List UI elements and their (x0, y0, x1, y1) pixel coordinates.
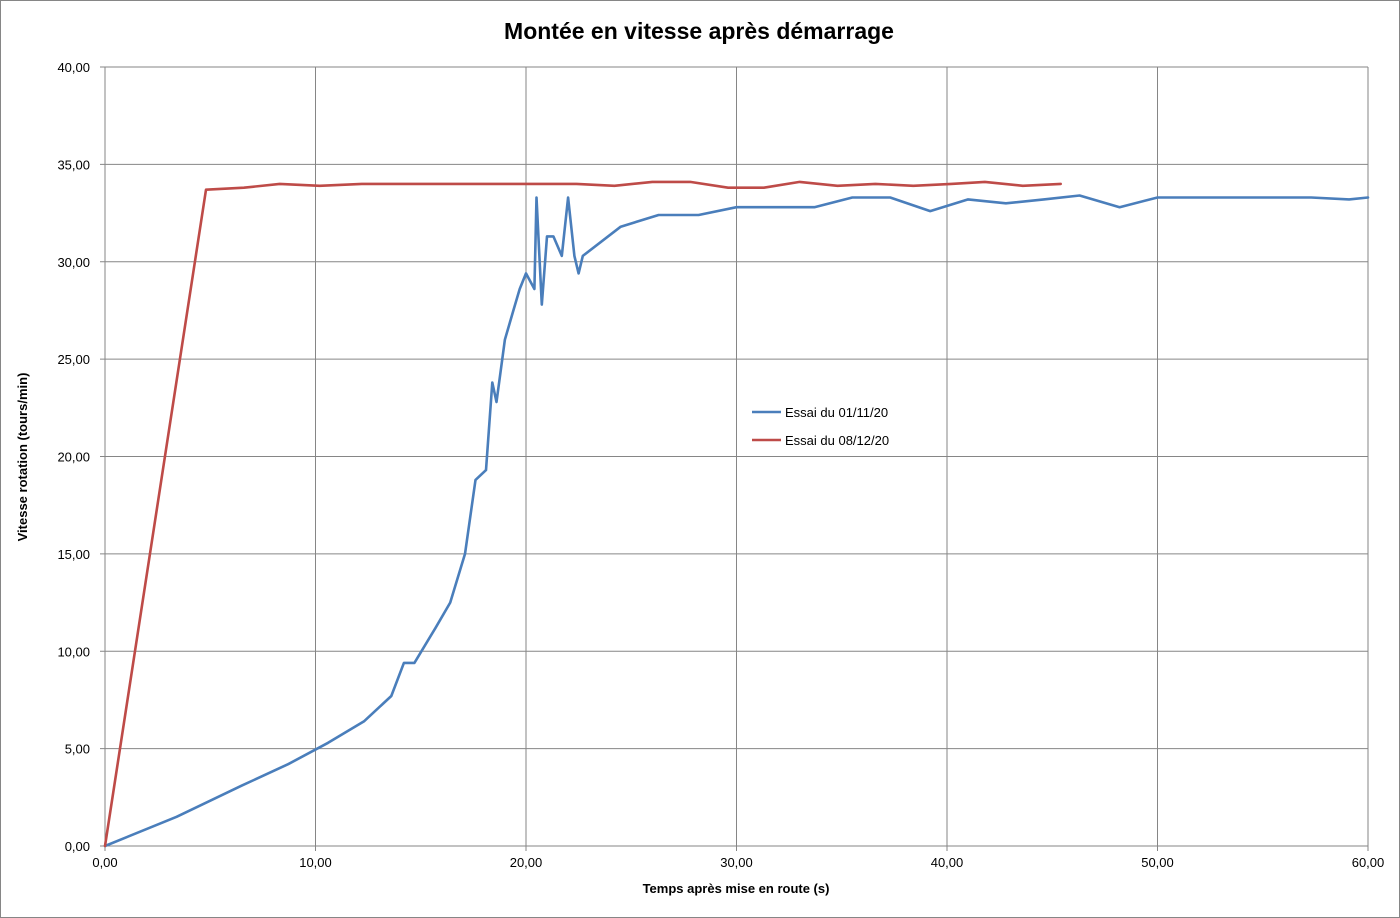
x-tick-label: 30,00 (720, 855, 753, 870)
chart-title: Montée en vitesse après démarrage (504, 18, 894, 44)
series-lines (103, 180, 1370, 848)
y-tick-label: 30,00 (57, 255, 90, 270)
x-tick-label: 60,00 (1352, 855, 1385, 870)
y-tick-label: 35,00 (57, 157, 90, 172)
grid-lines (105, 66, 1369, 846)
axes (100, 66, 1369, 851)
x-axis-title: Temps après mise en route (s) (643, 881, 830, 896)
tick-labels: 0,00 10,00 20,00 30,00 40,00 50,00 60,00 0,00 5,… (57, 60, 1384, 870)
x-tick-label: 40,00 (931, 855, 964, 870)
legend-label: Essai du 08/12/20 (785, 433, 889, 448)
y-tick-label: 40,00 (57, 60, 90, 75)
series-line-1 (103, 194, 1370, 848)
x-tick-label: 10,00 (299, 855, 332, 870)
y-tick-label: 0,00 (65, 839, 90, 854)
legend: Essai du 01/11/20 Essai du 08/12/20 (752, 405, 889, 448)
series-line-2 (103, 180, 1062, 848)
y-tick-label: 15,00 (57, 547, 90, 562)
x-tick-label: 0,00 (92, 855, 117, 870)
x-tick-label: 50,00 (1141, 855, 1174, 870)
x-tick-label: 20,00 (510, 855, 543, 870)
y-axis-title: Vitesse rotation (tours/min) (15, 373, 30, 542)
y-tick-label: 5,00 (65, 742, 90, 757)
legend-label: Essai du 01/11/20 (785, 405, 888, 420)
y-tick-label: 25,00 (57, 352, 90, 367)
y-tick-label: 10,00 (57, 644, 90, 659)
y-tick-label: 20,00 (57, 450, 90, 465)
